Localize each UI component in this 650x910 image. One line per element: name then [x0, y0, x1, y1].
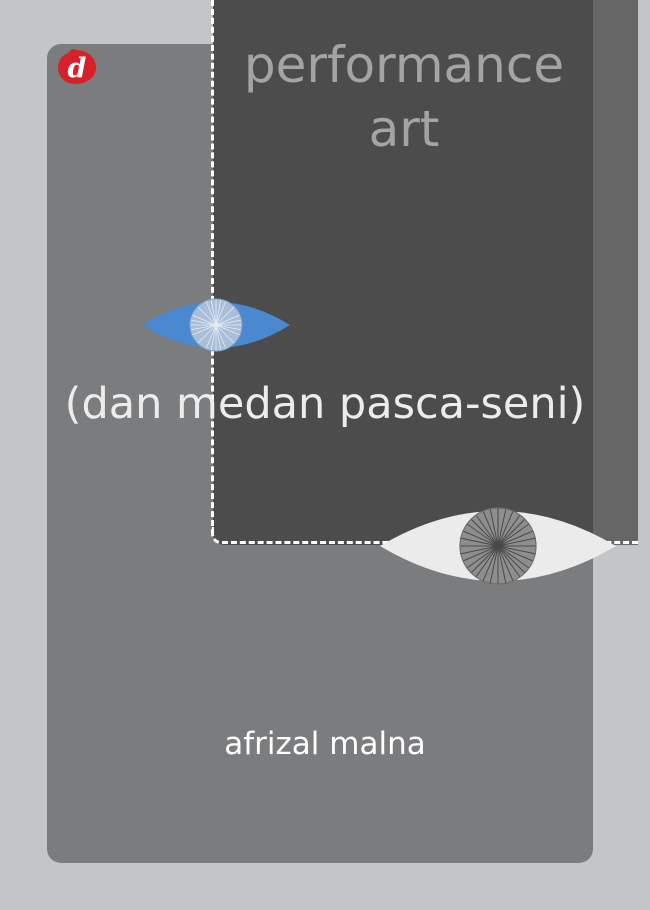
white-eye-icon	[380, 507, 616, 585]
blue-eye-icon	[142, 298, 290, 352]
publisher-logo-icon: d	[58, 49, 96, 84]
title-line-2: art	[368, 100, 440, 158]
dark-panel-shade	[593, 0, 638, 545]
publisher-logo-letter: d	[68, 53, 87, 84]
subtitle: (dan medan pasca-seni)	[64, 379, 586, 429]
author-name: afrizal malna	[224, 726, 426, 762]
dark-overlay-panel	[213, 0, 638, 545]
dashed-line-corner	[211, 527, 226, 544]
dashed-line-vertical	[211, 0, 214, 535]
title-line-1: performance	[243, 36, 565, 94]
